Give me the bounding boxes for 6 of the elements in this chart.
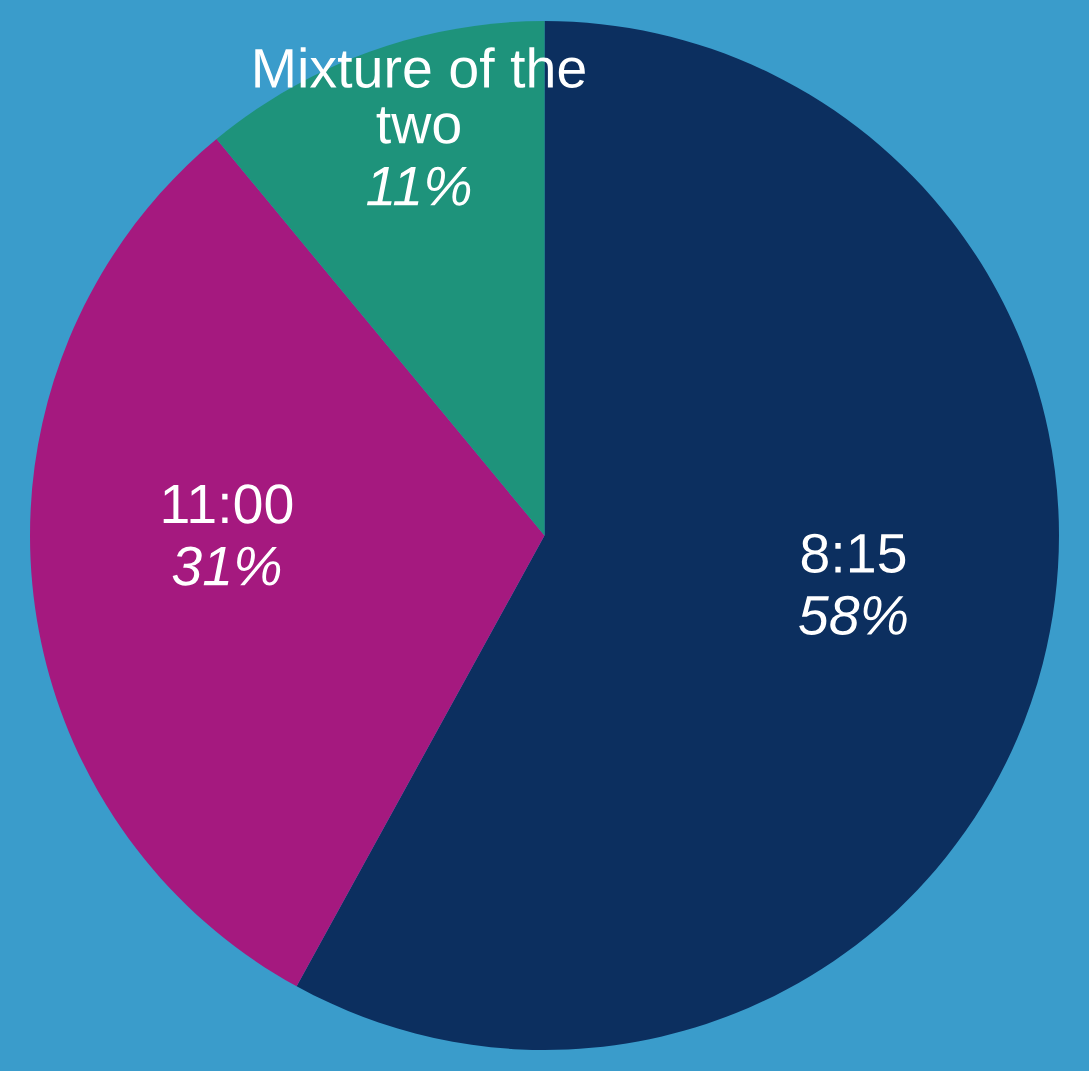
slice-label: Mixture of the two bbox=[255, 47, 585, 144]
data-label: 11% bbox=[366, 166, 471, 206]
slice-label: 8:15 bbox=[801, 533, 906, 573]
data-label: 31% bbox=[172, 546, 281, 586]
data-label: 58% bbox=[799, 595, 907, 636]
slice-label: 11:00 bbox=[163, 484, 293, 524]
